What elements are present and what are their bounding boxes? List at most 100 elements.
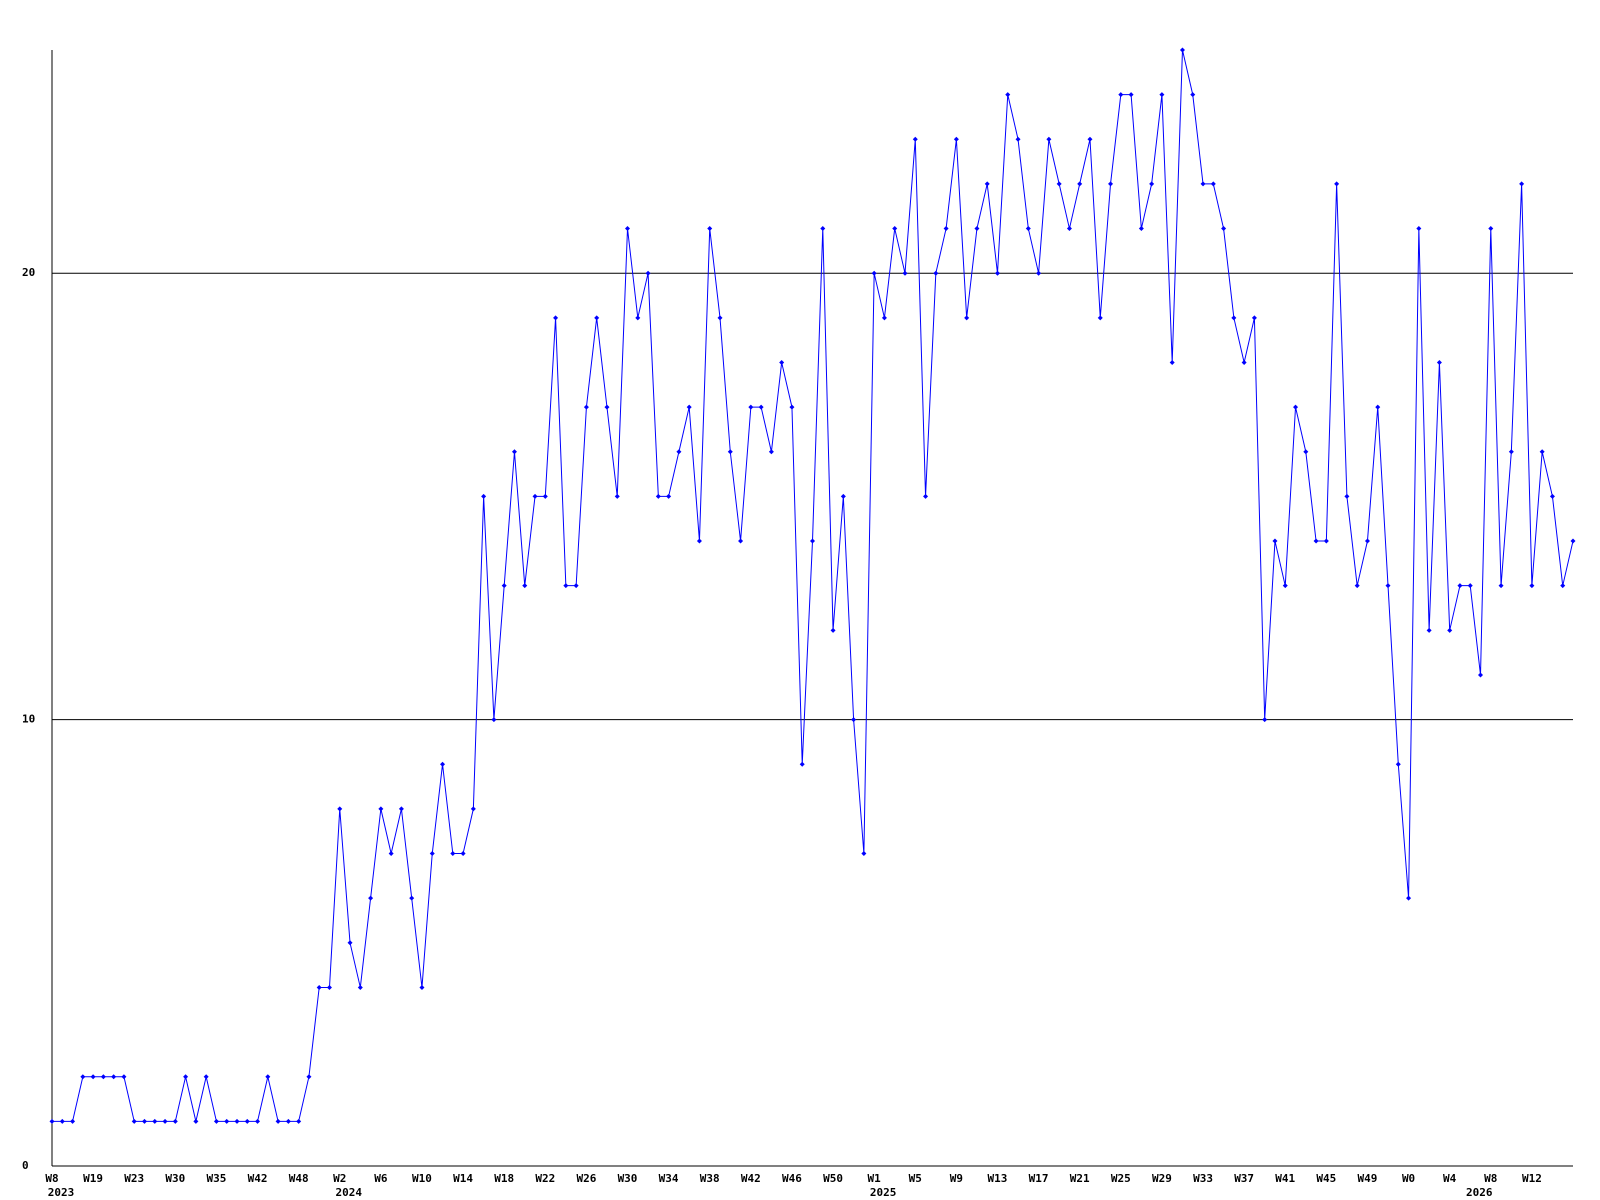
data-point [881, 315, 887, 321]
x-tick-label: W12 [1522, 1172, 1542, 1185]
data-point [111, 1074, 117, 1080]
x-tick-label: W17 [1029, 1172, 1049, 1185]
data-point [789, 404, 795, 410]
data-point [1344, 493, 1350, 499]
data-point [625, 226, 631, 232]
data-point [522, 583, 528, 589]
x-tick-label: W50 [823, 1172, 843, 1185]
x-tick-label: W4 [1443, 1172, 1457, 1185]
data-point [409, 895, 415, 901]
data-point [1426, 627, 1432, 633]
data-point [234, 1118, 240, 1124]
data-point [1025, 226, 1031, 232]
data-point [183, 1074, 189, 1080]
data-point [388, 851, 394, 857]
x-tick-label: W37 [1234, 1172, 1254, 1185]
data-point [501, 583, 507, 589]
y-tick-label: 0 [22, 1159, 29, 1172]
data-point [1508, 449, 1514, 455]
data-point [368, 895, 374, 901]
data-point [121, 1074, 127, 1080]
x-tick-label: W13 [988, 1172, 1008, 1185]
x-tick-label: W33 [1193, 1172, 1213, 1185]
data-point [614, 493, 620, 499]
data-point [902, 270, 908, 276]
data-point [203, 1074, 209, 1080]
data-point [398, 806, 404, 812]
x-tick-label: W19 [83, 1172, 103, 1185]
data-point [1323, 538, 1329, 544]
data-point [1272, 538, 1278, 544]
data-point [573, 583, 579, 589]
data-point [1138, 226, 1144, 232]
x-tick-label: W46 [782, 1172, 802, 1185]
data-point [429, 851, 435, 857]
x-year-label: 2025 [870, 1186, 897, 1199]
data-point [131, 1118, 137, 1124]
data-point [758, 404, 764, 410]
data-point [1159, 92, 1165, 98]
data-point [1457, 583, 1463, 589]
data-point [1251, 315, 1257, 321]
data-point [1478, 672, 1484, 678]
data-point [193, 1118, 199, 1124]
data-point [1560, 583, 1566, 589]
data-point [1375, 404, 1381, 410]
data-point [460, 851, 466, 857]
data-point [470, 806, 476, 812]
data-point [830, 627, 836, 633]
y-tick-label: 10 [22, 713, 35, 726]
data-point [1539, 449, 1545, 455]
data-point [1066, 226, 1072, 232]
data-point [810, 538, 815, 544]
data-point [1488, 226, 1494, 232]
data-point [1056, 181, 1062, 187]
x-tick-label: W35 [206, 1172, 226, 1185]
data-point [1529, 583, 1535, 589]
data-point [224, 1118, 230, 1124]
data-point [748, 404, 754, 410]
x-tick-label: W0 [1402, 1172, 1415, 1185]
data-point [162, 1118, 168, 1124]
data-point [717, 315, 723, 321]
data-point [511, 449, 517, 455]
data-point [90, 1074, 96, 1080]
data-point [635, 315, 641, 321]
data-point [491, 717, 497, 723]
data-point [1179, 47, 1185, 53]
data-point [727, 449, 733, 455]
data-point [1549, 493, 1555, 499]
data-point [933, 270, 939, 276]
data-point [953, 136, 959, 142]
data-point [347, 940, 353, 946]
data-point [100, 1074, 106, 1080]
data-point [768, 449, 774, 455]
x-tick-label: W30 [618, 1172, 638, 1185]
data-point [583, 404, 589, 410]
data-point [1118, 92, 1124, 98]
data-point [1221, 226, 1227, 232]
data-point [440, 761, 446, 767]
data-point [1447, 627, 1453, 633]
data-point [306, 1074, 312, 1080]
data-point [80, 1074, 86, 1080]
data-point [964, 315, 970, 321]
data-point [1313, 538, 1319, 544]
data-point [1128, 92, 1134, 98]
data-point [59, 1118, 65, 1124]
data-point [265, 1074, 271, 1080]
data-point [481, 493, 487, 499]
data-point [1262, 717, 1268, 723]
data-point [923, 493, 929, 499]
data-point [655, 493, 661, 499]
x-year-label: 2026 [1466, 1186, 1493, 1199]
data-point [984, 181, 990, 187]
data-point [1200, 181, 1206, 187]
data-point [542, 493, 548, 499]
x-tick-label: W6 [374, 1172, 388, 1185]
data-point [1036, 270, 1042, 276]
data-point [1293, 404, 1299, 410]
x-tick-label: W1 [868, 1172, 882, 1185]
x-year-label: 2024 [336, 1186, 363, 1199]
data-point [1108, 181, 1114, 187]
